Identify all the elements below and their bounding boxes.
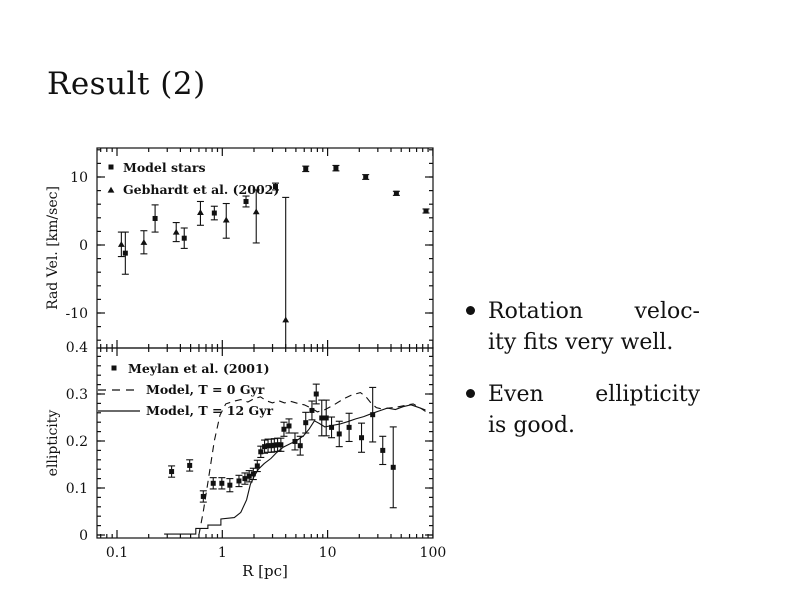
svg-text:100: 100 xyxy=(420,545,447,561)
svg-text:Model, T = 0 Gyr: Model, T = 0 Gyr xyxy=(146,382,265,397)
svg-text:0.4: 0.4 xyxy=(66,340,88,356)
bullet-line: Even ellipticity xyxy=(488,382,700,407)
svg-text:10: 10 xyxy=(70,170,88,186)
y-axis-label-bottom: ellipticity xyxy=(45,410,61,477)
x-axis-label: R [pc] xyxy=(242,562,288,580)
svg-text:0: 0 xyxy=(79,238,88,254)
bullet-item-rotation: Rotation veloc- ity fits very well. xyxy=(466,296,716,358)
legend-bottom-plot: Meylan et al. (2001) Model, T = 0 Gyr Mode… xyxy=(98,361,273,418)
svg-text:0: 0 xyxy=(79,528,88,544)
svg-text:0.2: 0.2 xyxy=(66,434,88,450)
svg-text:Model, T = 12 Gyr: Model, T = 12 Gyr xyxy=(146,403,273,418)
y-axis-label-top: Rad Vel. [km/sec] xyxy=(45,186,61,310)
svg-text:0.1: 0.1 xyxy=(106,545,128,561)
bullet-icon xyxy=(466,306,475,315)
bullet-text: Rotation veloc- ity fits very well. xyxy=(488,296,700,358)
svg-text:-10: -10 xyxy=(65,306,88,322)
svg-text:0.3: 0.3 xyxy=(66,387,88,403)
bullet-item-ellipticity: Even ellipticity is good. xyxy=(466,379,716,441)
axes xyxy=(96,147,434,539)
svg-text:10: 10 xyxy=(319,545,337,561)
svg-text:0.1: 0.1 xyxy=(66,481,88,497)
svg-text:1: 1 xyxy=(218,545,227,561)
series-meylan-et-al-2001- xyxy=(168,383,397,509)
slide-title: Result (2) xyxy=(47,66,206,102)
bullet-icon xyxy=(466,389,475,398)
bullet-line: Rotation veloc- xyxy=(488,299,700,324)
legend-top-plot: Model stars Gebhardt et al. (2002) xyxy=(107,160,279,197)
bullet-text: Even ellipticity is good. xyxy=(488,379,700,441)
svg-text:Gebhardt et al. (2002): Gebhardt et al. (2002) xyxy=(123,182,279,197)
series-model-t-0-gyr xyxy=(198,392,426,536)
svg-text:Model stars: Model stars xyxy=(123,160,206,175)
svg-text:Meylan et al. (2001): Meylan et al. (2001) xyxy=(128,361,270,376)
bullet-list: Rotation veloc- ity fits very well. Even… xyxy=(466,296,716,462)
bullet-line: ity fits very well. xyxy=(488,330,674,355)
bullet-line: is good. xyxy=(488,413,575,438)
series-gebhardt-et-al-2002- xyxy=(117,189,290,348)
series-model-t-12-gyr xyxy=(164,404,426,535)
series-model-stars xyxy=(121,164,430,275)
